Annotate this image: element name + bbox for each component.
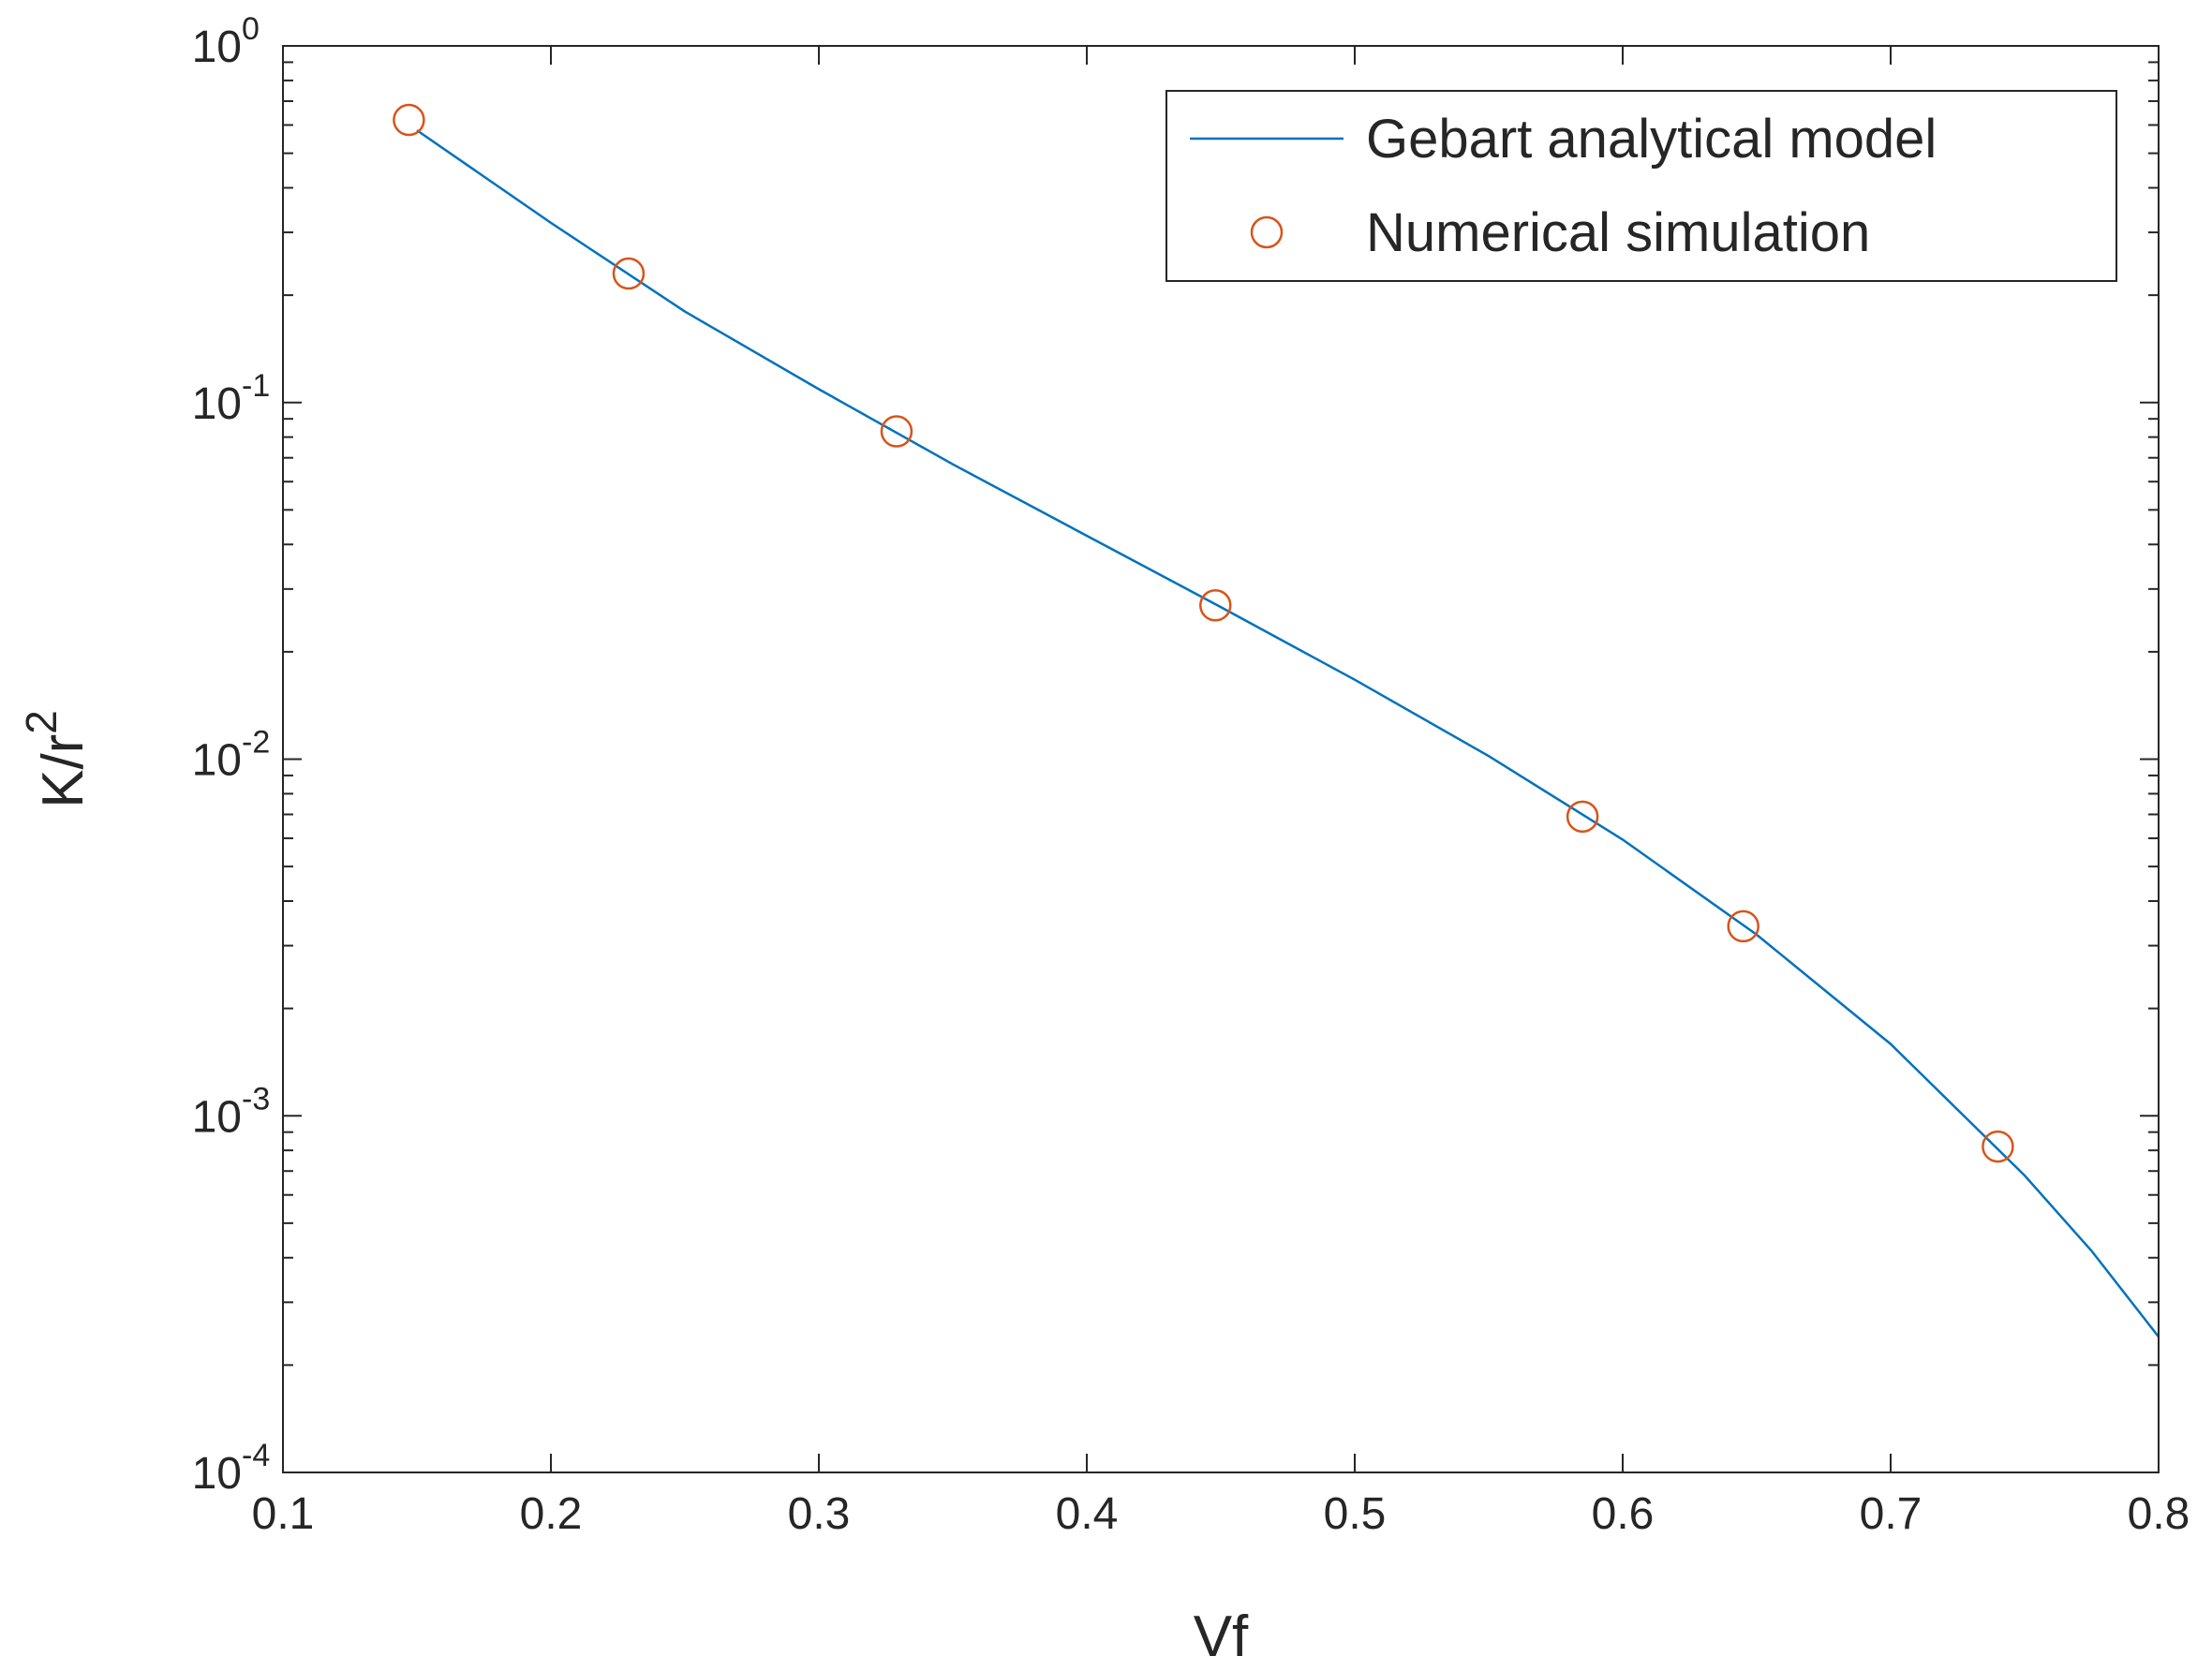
series-line: [416, 129, 2159, 1338]
axes-box: [282, 45, 2160, 1473]
plot-area: [283, 46, 2159, 1472]
x-tick-label: 0.5: [1324, 1489, 1387, 1539]
x-tick-label: 0.4: [1056, 1489, 1119, 1539]
marker-layer: [393, 103, 2014, 1163]
y-tick-label: 10-2: [192, 725, 271, 786]
tick-layer: [282, 45, 2160, 1473]
data-point: [612, 257, 646, 290]
y-tick-label: 10-1: [192, 368, 271, 429]
legend-box: [1165, 90, 2117, 282]
y-tick-label: 10-4: [192, 1438, 271, 1499]
x-tick-label: 0.3: [788, 1489, 851, 1539]
x-tick-label: 0.7: [1860, 1489, 1923, 1539]
data-point: [1566, 800, 1599, 834]
x-tick-label: 0.1: [252, 1489, 315, 1539]
legend: Gebart analytical model Numerical simulat…: [1165, 90, 2117, 282]
x-tick-label: 0.6: [1592, 1489, 1655, 1539]
x-tick-label: 0.2: [520, 1489, 583, 1539]
legend-label: Gebart analytical model: [1366, 109, 1937, 170]
x-tick-label: 0.8: [2128, 1489, 2190, 1539]
legend-marker-swatch: [1250, 215, 1284, 249]
series-layer: [416, 129, 2159, 1338]
data-point: [393, 103, 425, 137]
data-point: [1199, 589, 1232, 622]
y-tick-label: 100: [192, 11, 260, 72]
x-axis-label: Vf: [1194, 1604, 1249, 1669]
y-axis-label: K/r2: [17, 710, 96, 808]
data-point: [1727, 909, 1759, 943]
axis-label-layer: 0.1 0.2 0.3 0.4 0.5 0.6 0.7 0.8 100 10-1 10-2 10-3 1…: [17, 11, 2190, 1669]
legend-label: Numerical simulation: [1366, 202, 1870, 263]
y-tick-label: 10-3: [192, 1081, 271, 1142]
data-point: [1982, 1130, 2014, 1163]
data-point: [880, 415, 913, 448]
